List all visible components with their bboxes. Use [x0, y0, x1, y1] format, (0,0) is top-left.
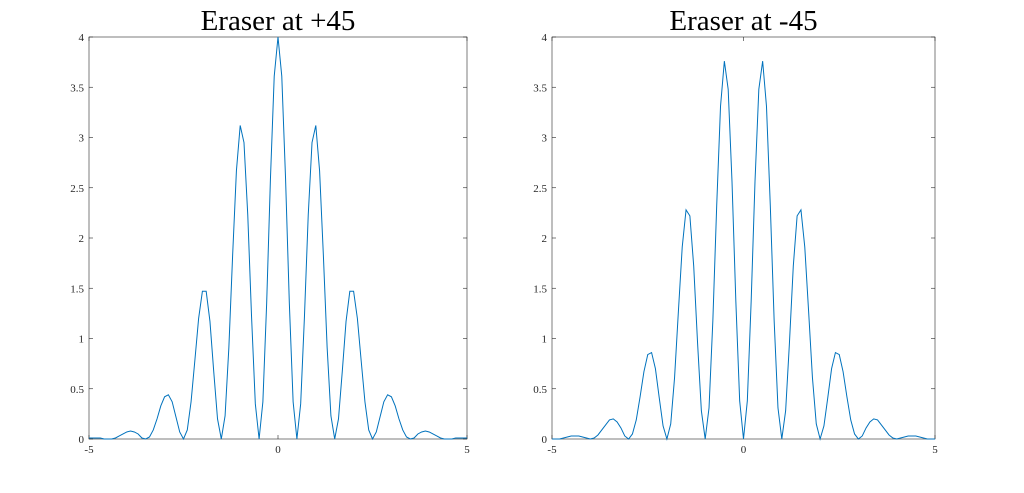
y-tick-label: 0.5 [70, 384, 84, 396]
x-tick-label: 0 [741, 444, 747, 456]
y-tick-label: 2.5 [533, 183, 547, 195]
y-tick-label: 3.5 [533, 82, 547, 94]
y-tick-label: 0 [79, 434, 85, 446]
y-tick-label: 1 [542, 334, 548, 346]
y-tick-label: 1 [79, 334, 85, 346]
chart-title: Eraser at +45 [201, 5, 356, 37]
axes-box [551, 36, 936, 440]
axes-box [88, 36, 468, 440]
x-tick-label: 0 [275, 444, 281, 456]
y-tick-label: 0 [542, 434, 548, 446]
y-tick-label: 1.5 [533, 283, 547, 295]
y-tick-label: 4 [542, 32, 548, 44]
data-line [552, 61, 935, 441]
y-tick-label: 4 [79, 32, 85, 44]
data-line [89, 36, 467, 441]
x-tick-label: 5 [932, 444, 938, 456]
y-tick-label: 2 [79, 233, 85, 245]
x-tick-label: -5 [84, 444, 94, 456]
y-tick-label: 2.5 [70, 183, 84, 195]
y-tick-label: 3 [79, 133, 85, 145]
y-tick-label: 3.5 [70, 82, 84, 94]
y-tick-label: 0.5 [533, 384, 547, 396]
x-tick-label: 5 [464, 444, 470, 456]
chart-title: Eraser at -45 [669, 5, 817, 37]
y-tick-label: 2 [542, 233, 548, 245]
x-tick-label: -5 [547, 444, 557, 456]
y-tick-label: 1.5 [70, 283, 84, 295]
y-tick-label: 3 [542, 133, 548, 145]
